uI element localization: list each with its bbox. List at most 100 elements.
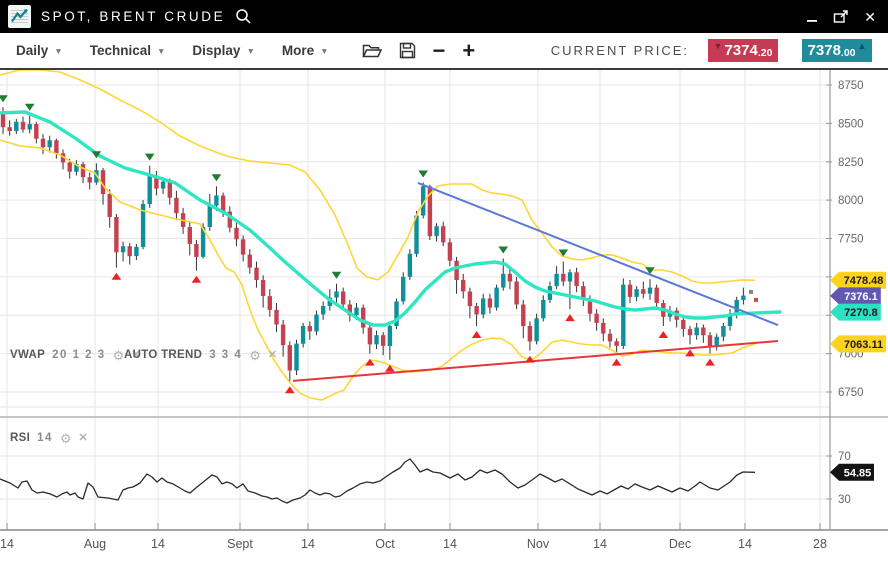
candle-body bbox=[314, 314, 319, 332]
price-chart[interactable]: 8750850082508000775075007250700067507030… bbox=[0, 70, 888, 566]
price-axis-label: 6750 bbox=[838, 387, 864, 399]
candle-body bbox=[454, 260, 459, 280]
candle-body bbox=[154, 175, 159, 189]
candle-body bbox=[234, 227, 239, 240]
buy-signal-icon bbox=[525, 355, 535, 363]
candle-body bbox=[594, 313, 599, 323]
menu-daily-label: Daily bbox=[16, 43, 49, 58]
candle-body bbox=[581, 286, 586, 300]
arrow-down-icon: ▼ bbox=[713, 41, 723, 51]
title-bar: SPOT, BRENT CRUDE ✕ bbox=[0, 0, 888, 33]
candle-body bbox=[434, 226, 439, 237]
candle-body bbox=[260, 279, 266, 296]
rsi-remove-icon[interactable]: ✕ bbox=[78, 431, 88, 444]
candle-body bbox=[47, 140, 52, 148]
candle-body bbox=[354, 307, 359, 316]
rsi-axis-label: 30 bbox=[838, 494, 851, 506]
candle-body bbox=[567, 272, 573, 282]
price-tag-label: 7478.48 bbox=[844, 275, 884, 287]
candle-body bbox=[721, 326, 726, 337]
candle-body bbox=[200, 227, 206, 257]
open-folder-icon[interactable] bbox=[361, 43, 382, 59]
menu-daily[interactable]: Daily ▼ bbox=[16, 43, 63, 58]
price-tag bbox=[830, 287, 881, 305]
sell-signal-icon bbox=[24, 103, 35, 111]
sell-signal-icon bbox=[0, 95, 8, 103]
candle-body bbox=[421, 186, 426, 216]
candle-body bbox=[681, 319, 686, 330]
zoom-in-button[interactable]: + bbox=[462, 37, 476, 63]
candle-body bbox=[387, 326, 393, 346]
candle-body bbox=[60, 153, 66, 163]
save-icon[interactable] bbox=[399, 42, 416, 59]
date-axis-label: Aug bbox=[84, 537, 106, 551]
candle-body bbox=[14, 121, 19, 131]
candle-body bbox=[414, 215, 419, 254]
candle-body bbox=[621, 284, 626, 346]
sell-signal-icon bbox=[558, 249, 569, 257]
auto-trend-indicator-params: 3 3 4 bbox=[209, 349, 243, 361]
rsi-value-tag-label: 54.85 bbox=[844, 467, 872, 479]
candle-body bbox=[167, 181, 172, 198]
candle-body bbox=[334, 291, 339, 298]
candle-body bbox=[307, 326, 312, 332]
candle-body bbox=[507, 273, 513, 282]
menu-technical-label: Technical bbox=[89, 43, 151, 58]
ask-price-badge: 7378 .00 ▲ bbox=[802, 39, 872, 62]
search-icon[interactable] bbox=[235, 8, 252, 25]
candle-body bbox=[441, 226, 446, 243]
minimize-button[interactable] bbox=[806, 10, 818, 24]
close-icon[interactable]: ✕ bbox=[864, 8, 876, 25]
candle-body bbox=[707, 335, 713, 346]
rsi-line bbox=[0, 458, 756, 504]
vwap-indicator-params: 20 1 2 3 bbox=[52, 349, 106, 361]
candle-body bbox=[80, 164, 86, 178]
candle-body bbox=[481, 298, 486, 315]
candle-body bbox=[127, 246, 132, 257]
candle-body bbox=[654, 287, 659, 303]
rsi-settings-gear-icon[interactable]: ⚙ bbox=[59, 430, 72, 446]
date-axis-label: 14 bbox=[593, 537, 607, 551]
price-tag bbox=[830, 271, 886, 289]
bid-price-decimals: .20 bbox=[757, 46, 773, 59]
menu-more[interactable]: More ▼ bbox=[282, 43, 329, 58]
buy-signal-icon bbox=[611, 358, 622, 366]
auto-trend-remove-icon[interactable]: ✕ bbox=[267, 348, 278, 361]
ask-price-decimals: .00 bbox=[840, 46, 856, 59]
menu-display[interactable]: Display ▼ bbox=[192, 43, 254, 58]
current-price-label: CURRENT PRICE: bbox=[550, 43, 689, 58]
date-axis-label: Sept bbox=[227, 537, 253, 551]
resistance-trendline bbox=[417, 181, 779, 327]
candle-body bbox=[247, 254, 252, 268]
bollinger-upper-band bbox=[0, 70, 756, 284]
candle-body bbox=[40, 138, 46, 148]
ask-price-main: 7378 bbox=[807, 42, 841, 59]
vwap-settings-gear-icon[interactable]: ⚙ bbox=[112, 347, 125, 363]
zoom-out-button[interactable]: − bbox=[432, 37, 446, 63]
auto-trend-settings-gear-icon[interactable]: ⚙ bbox=[249, 347, 261, 363]
buy-signal-icon bbox=[385, 364, 395, 372]
candle-body bbox=[614, 341, 619, 346]
candle-body bbox=[274, 309, 279, 325]
price-tag bbox=[830, 303, 881, 321]
candle-body bbox=[701, 327, 706, 336]
candle-body bbox=[267, 296, 272, 310]
candle-body bbox=[107, 194, 112, 217]
popout-button[interactable] bbox=[833, 9, 849, 24]
candle-body bbox=[174, 197, 179, 214]
vwap-remove-icon[interactable]: ✕ bbox=[131, 348, 141, 361]
candle-body bbox=[74, 164, 79, 172]
candle-body bbox=[647, 287, 653, 294]
buy-signal-icon bbox=[565, 314, 575, 322]
buy-signal-icon bbox=[191, 275, 202, 283]
date-axis-label: 28 bbox=[813, 537, 827, 551]
menu-technical[interactable]: Technical ▼ bbox=[90, 43, 166, 58]
rsi-indicator-params: 14 bbox=[37, 432, 53, 444]
buy-signal-icon bbox=[365, 358, 375, 366]
candle-body bbox=[527, 326, 533, 342]
candle-body bbox=[0, 113, 6, 128]
candle-body bbox=[34, 124, 39, 139]
candle-body bbox=[607, 333, 613, 342]
candle-body bbox=[7, 127, 12, 131]
candle-body bbox=[401, 276, 406, 302]
